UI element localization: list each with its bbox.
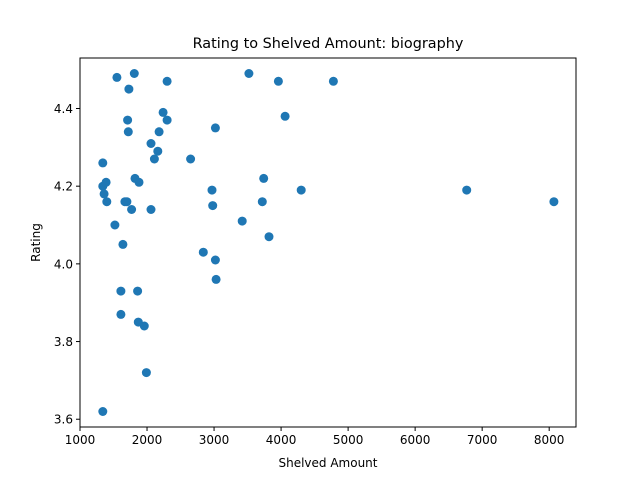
data-point — [112, 72, 122, 82]
data-point — [99, 189, 109, 199]
data-point — [549, 197, 559, 207]
data-point — [123, 127, 133, 137]
data-point — [133, 286, 143, 296]
data-point — [259, 173, 269, 183]
points-layer — [98, 69, 559, 416]
x-axis-ticks: 1000 2000 3000 4000 5000 6000 7000 8000 — [65, 427, 565, 447]
x-tick-label: 8000 — [534, 433, 565, 447]
data-point — [211, 274, 221, 284]
data-point — [146, 205, 156, 214]
data-point — [237, 216, 247, 226]
data-point — [153, 146, 163, 156]
data-point — [102, 197, 112, 207]
data-point — [158, 107, 168, 117]
plot-frame — [79, 57, 577, 428]
data-point — [116, 286, 126, 296]
data-point — [146, 139, 156, 148]
data-point — [207, 185, 217, 195]
y-axis-ticks: 3.6 3.8 4.0 4.2 4.4 — [54, 102, 80, 427]
y-tick-label: 3.6 — [54, 413, 73, 427]
data-point — [210, 123, 220, 133]
data-point — [162, 76, 172, 86]
y-tick-label: 4.4 — [54, 102, 73, 116]
data-point — [139, 321, 149, 331]
data-point — [149, 154, 159, 164]
x-tick-label: 4000 — [266, 433, 297, 447]
data-point — [127, 205, 137, 214]
x-tick-label: 5000 — [333, 433, 364, 447]
data-point — [280, 111, 290, 121]
data-point — [208, 201, 218, 211]
data-point — [118, 239, 128, 249]
data-point — [264, 232, 274, 242]
data-point — [101, 177, 111, 187]
data-point — [198, 247, 208, 257]
data-point — [296, 185, 306, 195]
data-point — [273, 76, 283, 86]
data-point — [122, 197, 132, 207]
data-point — [154, 127, 164, 137]
data-point — [257, 197, 267, 207]
data-point — [129, 69, 139, 78]
data-point — [162, 115, 172, 125]
data-point — [134, 177, 144, 187]
data-point — [123, 115, 133, 125]
x-tick-label: 3000 — [199, 433, 230, 447]
data-point — [462, 185, 472, 195]
data-point — [110, 220, 120, 230]
x-axis-label: Shelved Amount — [278, 456, 377, 470]
data-point — [98, 407, 108, 416]
data-point — [116, 309, 126, 319]
data-point — [244, 69, 254, 78]
data-point — [141, 368, 151, 378]
x-tick-label: 6000 — [400, 433, 431, 447]
x-tick-label: 1000 — [65, 433, 96, 447]
data-point — [328, 76, 338, 86]
x-tick-label: 2000 — [132, 433, 163, 447]
data-point — [124, 84, 134, 94]
y-tick-label: 4.2 — [54, 180, 73, 194]
y-tick-label: 4.0 — [54, 257, 73, 271]
data-point — [210, 255, 220, 265]
y-tick-label: 3.8 — [54, 335, 73, 349]
x-tick-label: 7000 — [467, 433, 498, 447]
y-axis-label: Rating — [29, 223, 43, 262]
data-point — [186, 154, 196, 164]
data-point — [98, 158, 108, 168]
chart-title: Rating to Shelved Amount: biography — [193, 36, 464, 52]
